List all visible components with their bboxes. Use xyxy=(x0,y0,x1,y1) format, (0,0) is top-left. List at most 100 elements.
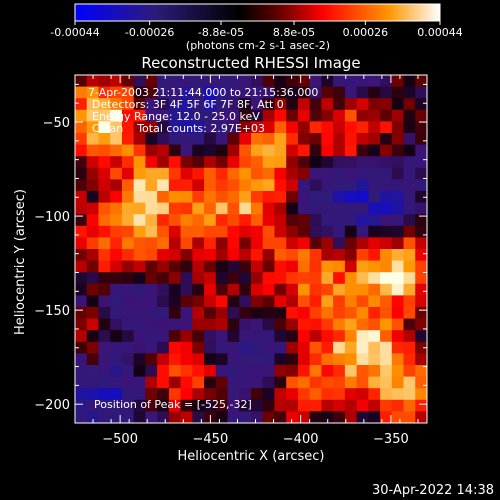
heatmap-cell xyxy=(75,376,88,389)
heatmap-cell xyxy=(86,121,99,134)
heatmap-cell xyxy=(321,144,334,157)
heatmap-cell xyxy=(368,411,381,423)
colorbar-tick-label: 8.8e-05 xyxy=(273,26,315,39)
heatmap-cell xyxy=(262,98,275,111)
heatmap-cell xyxy=(380,307,393,319)
heatmap-cell xyxy=(227,75,240,87)
heatmap-cell xyxy=(75,109,88,122)
heatmap-cell xyxy=(121,133,135,145)
heatmap-cell xyxy=(274,388,287,401)
heatmap-cell xyxy=(274,191,287,203)
heatmap-cell xyxy=(86,225,99,238)
heatmap-cell xyxy=(274,225,287,238)
heatmap-cell xyxy=(380,295,393,308)
heatmap-cell xyxy=(133,86,146,99)
colorbar-tick-label: 0.00026 xyxy=(343,26,389,39)
heatmap-cell xyxy=(251,353,264,366)
heatmap-cell xyxy=(145,214,158,227)
heatmap-cell xyxy=(86,86,99,99)
heatmap-cell xyxy=(368,318,381,331)
heatmap-cell xyxy=(380,353,393,366)
heatmap-cell xyxy=(204,376,217,389)
heatmap-cell xyxy=(333,109,346,122)
heatmap-cell xyxy=(356,86,369,99)
heatmap-cell xyxy=(344,214,357,227)
heatmap-cell xyxy=(98,202,111,215)
annotation-energy-range: Energy Range: 12.0 - 25.0 keV xyxy=(92,110,260,123)
heatmap-cell xyxy=(180,249,193,261)
heatmap-cell xyxy=(227,144,240,157)
heatmap-cell xyxy=(297,388,311,401)
heatmap-cell xyxy=(274,365,287,377)
heatmap-cell xyxy=(344,133,357,145)
heatmap-cell xyxy=(204,144,217,157)
heatmap-cell xyxy=(286,86,299,99)
heatmap-cell xyxy=(403,318,416,331)
heatmap-cell xyxy=(309,376,322,389)
heatmap-cell xyxy=(110,202,123,215)
heatmap-cell xyxy=(180,133,193,145)
heatmap-cell xyxy=(251,214,264,227)
heatmap-cell xyxy=(168,225,181,238)
heatmap-cell xyxy=(157,121,170,134)
heatmap-cell xyxy=(121,411,135,423)
heatmap-cell xyxy=(239,353,252,366)
heatmap-cell xyxy=(75,388,88,401)
heatmap-cell xyxy=(239,249,252,261)
heatmap-cell xyxy=(145,318,158,331)
heatmap-cell xyxy=(110,121,123,134)
heatmap-cell xyxy=(309,225,322,238)
heatmap-cell xyxy=(356,307,369,319)
heatmap-cell xyxy=(262,330,275,343)
heatmap-cell xyxy=(180,341,193,354)
heatmap-cell xyxy=(86,388,99,401)
heatmap-cell xyxy=(321,341,334,354)
heatmap-cell xyxy=(403,307,416,319)
heatmap-cell xyxy=(297,365,311,377)
heatmap-cell xyxy=(110,75,123,87)
heatmap-cell xyxy=(297,121,311,134)
heatmap-cell xyxy=(227,272,240,285)
heatmap-cell xyxy=(309,399,322,412)
heatmap-cell xyxy=(180,283,193,296)
heatmap-cell xyxy=(180,214,193,227)
heatmap-cell xyxy=(204,365,217,377)
heatmap-cell xyxy=(75,225,88,238)
heatmap-cell xyxy=(227,411,240,423)
heatmap-cell xyxy=(239,167,252,180)
heatmap-cell xyxy=(403,388,416,401)
heatmap-cell xyxy=(344,376,357,389)
heatmap-cell xyxy=(239,318,252,331)
heatmap-cell xyxy=(415,237,427,250)
heatmap-cell xyxy=(75,191,88,203)
heatmap-cell xyxy=(86,353,99,366)
heatmap-cell xyxy=(380,237,393,250)
heatmap-cell xyxy=(415,121,427,134)
heatmap-cell xyxy=(204,341,217,354)
heatmap-cell xyxy=(180,260,193,273)
heatmap-cell xyxy=(121,167,135,180)
heatmap-cell xyxy=(157,202,170,215)
heatmap-cell xyxy=(157,98,170,111)
heatmap-cell xyxy=(286,307,299,319)
heatmap-cell xyxy=(297,225,311,238)
annotation-time-range: 7-Apr-2003 21:11:44.000 to 21:15:36.000 xyxy=(88,86,318,99)
heatmap-cell xyxy=(215,214,228,227)
heatmap-cell xyxy=(297,144,311,157)
heatmap-cell xyxy=(86,214,99,227)
heatmap-cell xyxy=(344,388,357,401)
heatmap-cell xyxy=(204,202,217,215)
heatmap-cell xyxy=(415,98,427,111)
heatmap-cell xyxy=(227,237,240,250)
heatmap-cell xyxy=(262,167,275,180)
heatmap-cell xyxy=(380,214,393,227)
heatmap-cell xyxy=(157,214,170,227)
heatmap-cell xyxy=(168,109,181,122)
heatmap-cell xyxy=(344,283,357,296)
heatmap-cell xyxy=(180,376,193,389)
heatmap-cell xyxy=(403,260,416,273)
heatmap-cell xyxy=(415,86,427,99)
heatmap-cell xyxy=(86,341,99,354)
heatmap-cell xyxy=(157,225,170,238)
